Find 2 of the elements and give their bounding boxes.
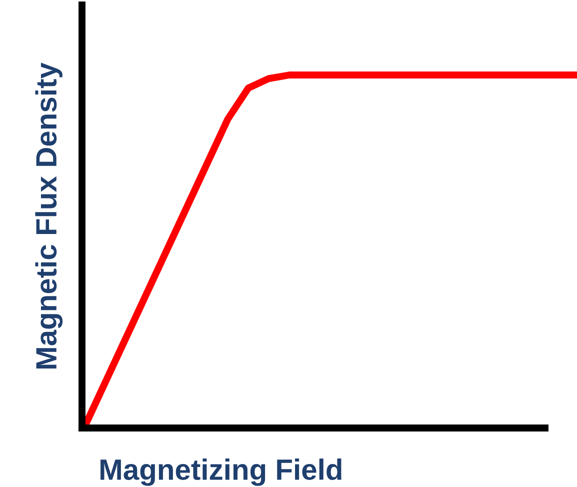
x-axis-title: Magnetizing Field [100, 458, 342, 486]
y-axis-title: Magnetic Flux Density [35, 62, 63, 368]
